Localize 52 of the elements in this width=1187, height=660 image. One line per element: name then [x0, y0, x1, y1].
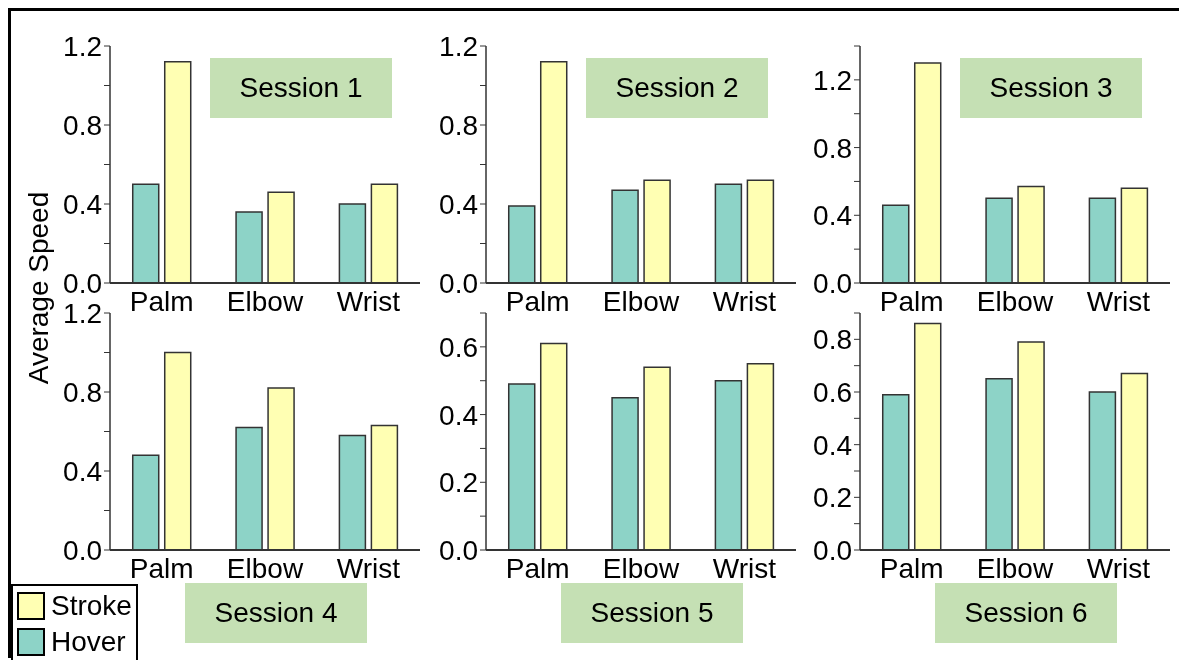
y-tick-label: 0.2: [439, 467, 478, 499]
x-tick-label: Elbow: [226, 552, 304, 584]
y-tick-label: 1.2: [439, 30, 478, 62]
y-tick-label: 0.4: [63, 188, 102, 220]
y-tick-label: 0.4: [439, 188, 478, 220]
y-tick-label: 0.0: [63, 267, 102, 299]
x-tick-label: Wrist: [336, 552, 401, 584]
text: Session 6: [935, 583, 1117, 643]
x-tick-label: Palm: [879, 285, 944, 317]
text: Session 4: [185, 583, 367, 643]
y-tick-label: 0.4: [813, 429, 852, 461]
x-tick-label: Palm: [879, 552, 944, 584]
y-tick-label: 1.2: [63, 30, 102, 62]
y-tick-label: 0.8: [439, 109, 478, 141]
y-tick-label: 1.2: [813, 64, 852, 96]
x-tick-label: Elbow: [602, 285, 680, 317]
y-tick-label: 0.8: [63, 109, 102, 141]
y-tick-label: 0.8: [813, 324, 852, 356]
y-tick-label: 0.0: [63, 534, 102, 566]
text: Session 2: [586, 58, 768, 118]
x-tick-label: Elbow: [976, 552, 1054, 584]
text: Session 3: [960, 58, 1142, 118]
x-tick-label: Elbow: [602, 552, 680, 584]
y-tick-label: 0.0: [813, 267, 852, 299]
x-tick-label: Wrist: [712, 552, 777, 584]
y-tick-label: 0.4: [439, 399, 478, 431]
y-tick-label: 0.6: [813, 376, 852, 408]
text: Session 1: [210, 58, 392, 118]
text: Session 5: [561, 583, 743, 643]
y-tick-label: 0.2: [813, 482, 852, 514]
legend-label: Hover: [51, 626, 126, 658]
y-tick-label: 0.0: [439, 534, 478, 566]
y-tick-label: 0.4: [813, 200, 852, 232]
x-tick-label: Wrist: [712, 285, 777, 317]
x-tick-label: Wrist: [1086, 552, 1151, 584]
x-tick-label: Palm: [505, 552, 570, 584]
x-tick-label: Elbow: [976, 285, 1054, 317]
x-tick-label: Palm: [505, 285, 570, 317]
y-tick-label: 0.0: [439, 267, 478, 299]
x-tick-label: Elbow: [226, 285, 304, 317]
y-tick-label: 0.8: [813, 132, 852, 164]
x-tick-label: Wrist: [336, 285, 401, 317]
y-tick-label: 0.0: [813, 534, 852, 566]
y-tick-label: 0.4: [63, 455, 102, 487]
y-tick-label: 1.2: [63, 297, 102, 329]
x-tick-label: Palm: [129, 552, 194, 584]
y-tick-label: 0.8: [63, 376, 102, 408]
y-tick-label: 0.6: [439, 331, 478, 363]
x-tick-label: Wrist: [1086, 285, 1151, 317]
x-tick-label: Palm: [129, 285, 194, 317]
legend-label: Stroke: [51, 590, 132, 622]
y-axis-title: Average Speed: [23, 191, 55, 385]
